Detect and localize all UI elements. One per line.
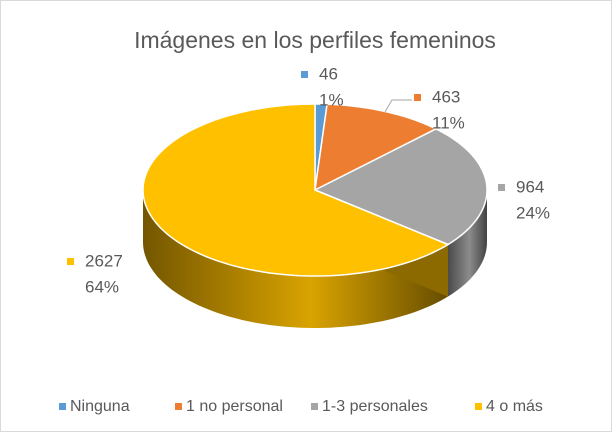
legend-label: 1 no personal [186,398,283,415]
percent-label: 1% [319,90,344,109]
legend-swatch [59,403,66,410]
slice-side [143,190,448,328]
slice [314,103,438,192]
slice-side [448,190,487,297]
legend-swatch [175,403,182,410]
slice [313,128,488,246]
data-label: 2627 [85,251,123,270]
label-key [498,184,505,191]
label-key [414,94,421,101]
chart-title: Imágenes en los perfiles femeninos [134,27,496,53]
data-label: 46 [319,64,338,83]
legend-label: Ninguna [70,398,130,415]
percent-label: 24% [516,203,550,222]
legend-swatch [475,403,482,410]
legend-label: 1-3 personales [322,398,428,415]
percent-label: 64% [85,277,119,296]
percent-label: 11% [432,113,465,132]
data-label: 463 [432,87,460,106]
slice [142,103,450,277]
label-key [301,71,308,78]
label-key [67,258,74,265]
legend-swatch [311,403,318,410]
data-label: 964 [516,177,544,196]
leader-line [384,99,412,113]
legend-label: 4 o más [486,398,543,415]
